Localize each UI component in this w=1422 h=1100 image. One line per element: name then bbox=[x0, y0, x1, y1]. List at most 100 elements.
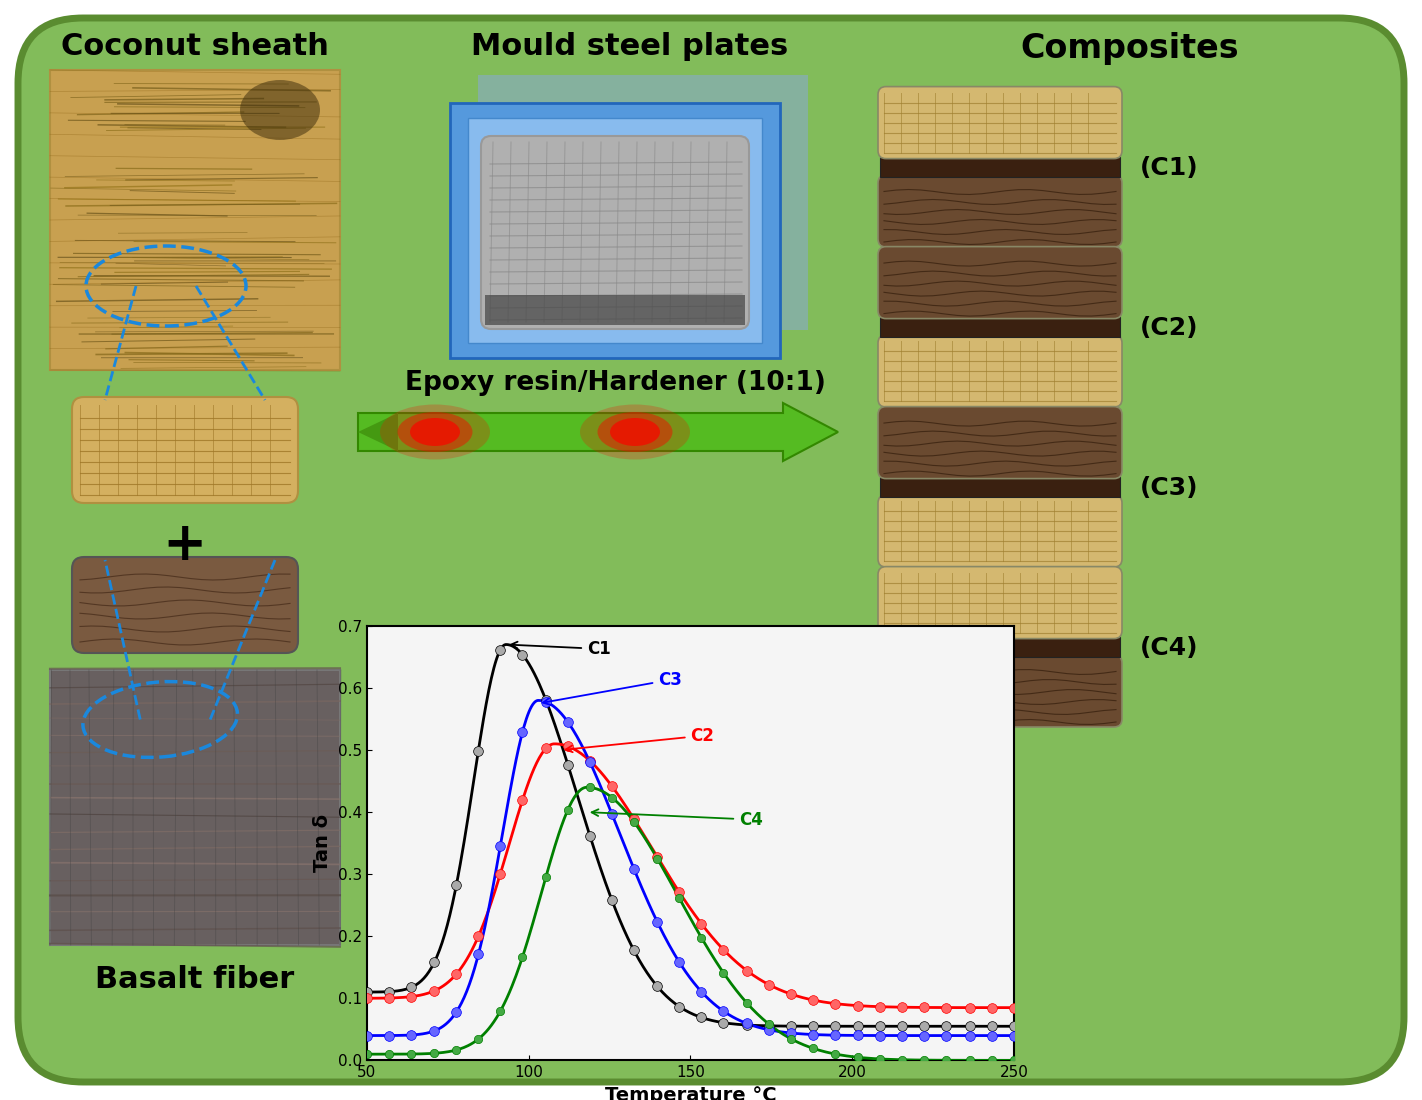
Point bbox=[466, 927, 489, 945]
Text: C4: C4 bbox=[592, 810, 762, 828]
Point bbox=[400, 988, 422, 1005]
FancyBboxPatch shape bbox=[877, 495, 1122, 566]
Point bbox=[556, 737, 579, 755]
Point bbox=[869, 1026, 892, 1044]
Point bbox=[646, 848, 668, 866]
Point bbox=[623, 813, 646, 830]
Point bbox=[1003, 1052, 1025, 1069]
Point bbox=[489, 1002, 512, 1020]
Text: Basalt fiber: Basalt fiber bbox=[95, 965, 294, 994]
Point bbox=[1003, 999, 1025, 1016]
Ellipse shape bbox=[597, 412, 673, 452]
Point bbox=[936, 1052, 958, 1069]
Point bbox=[712, 940, 735, 958]
Point bbox=[1003, 1026, 1025, 1044]
Point bbox=[892, 1050, 914, 1068]
Text: C2: C2 bbox=[566, 727, 714, 752]
FancyBboxPatch shape bbox=[877, 336, 1122, 407]
Point bbox=[690, 915, 712, 933]
Point bbox=[758, 976, 781, 993]
Point bbox=[936, 999, 958, 1016]
FancyBboxPatch shape bbox=[485, 295, 745, 324]
Point bbox=[823, 994, 846, 1012]
Point bbox=[892, 1026, 914, 1044]
Point bbox=[980, 1052, 1003, 1069]
Point bbox=[623, 860, 646, 878]
Point bbox=[913, 1026, 936, 1044]
FancyBboxPatch shape bbox=[877, 246, 1122, 319]
Point bbox=[779, 1018, 802, 1035]
Point bbox=[466, 741, 489, 759]
Ellipse shape bbox=[580, 405, 690, 460]
Point bbox=[690, 1009, 712, 1026]
Point bbox=[623, 942, 646, 959]
Point bbox=[510, 791, 533, 808]
Point bbox=[623, 811, 646, 828]
Ellipse shape bbox=[240, 80, 320, 140]
Point bbox=[356, 990, 378, 1008]
Point bbox=[400, 1026, 422, 1044]
Point bbox=[936, 1026, 958, 1044]
Point bbox=[690, 983, 712, 1001]
Text: Composites: Composites bbox=[1021, 32, 1240, 65]
Point bbox=[913, 999, 936, 1016]
Point bbox=[579, 779, 602, 796]
Point bbox=[779, 986, 802, 1003]
Point bbox=[779, 1030, 802, 1047]
FancyBboxPatch shape bbox=[50, 70, 340, 370]
FancyBboxPatch shape bbox=[468, 118, 762, 343]
Point bbox=[510, 948, 533, 966]
Point bbox=[445, 965, 468, 982]
Point bbox=[646, 913, 668, 931]
Point bbox=[378, 982, 401, 1000]
Point bbox=[378, 989, 401, 1006]
Point bbox=[600, 778, 623, 795]
Point bbox=[535, 739, 557, 757]
Point bbox=[668, 883, 691, 901]
Point bbox=[600, 805, 623, 823]
FancyBboxPatch shape bbox=[880, 156, 1121, 177]
Point bbox=[848, 997, 870, 1014]
Text: C3: C3 bbox=[543, 671, 683, 705]
FancyBboxPatch shape bbox=[877, 407, 1122, 478]
Point bbox=[556, 756, 579, 773]
Point bbox=[422, 1045, 445, 1063]
Point bbox=[600, 891, 623, 909]
Point bbox=[600, 789, 623, 806]
Point bbox=[422, 1022, 445, 1040]
Point bbox=[422, 982, 445, 1000]
Point bbox=[779, 1024, 802, 1042]
Y-axis label: Tan δ: Tan δ bbox=[313, 814, 333, 872]
Ellipse shape bbox=[610, 418, 660, 446]
Point bbox=[356, 1026, 378, 1044]
Point bbox=[892, 1018, 914, 1035]
FancyBboxPatch shape bbox=[877, 654, 1122, 727]
Point bbox=[735, 1014, 758, 1032]
Point bbox=[758, 1018, 781, 1035]
Point bbox=[958, 1052, 981, 1069]
Point bbox=[646, 850, 668, 868]
Text: Epoxy resin/Hardener (10:1): Epoxy resin/Hardener (10:1) bbox=[405, 370, 825, 396]
Point bbox=[980, 999, 1003, 1016]
Ellipse shape bbox=[410, 418, 459, 446]
FancyBboxPatch shape bbox=[880, 637, 1121, 657]
Point bbox=[535, 693, 557, 711]
Text: +: + bbox=[164, 519, 208, 571]
Text: Mould steel plates: Mould steel plates bbox=[471, 32, 789, 60]
Point bbox=[823, 1026, 846, 1044]
Text: C1: C1 bbox=[510, 640, 610, 658]
Point bbox=[510, 646, 533, 663]
Point bbox=[735, 994, 758, 1012]
FancyBboxPatch shape bbox=[877, 175, 1122, 248]
Point bbox=[466, 946, 489, 964]
Point bbox=[556, 713, 579, 730]
Point bbox=[535, 868, 557, 886]
FancyBboxPatch shape bbox=[73, 397, 299, 503]
FancyBboxPatch shape bbox=[877, 87, 1122, 158]
Point bbox=[980, 1018, 1003, 1035]
Point bbox=[758, 1021, 781, 1038]
Point bbox=[958, 999, 981, 1016]
Point bbox=[848, 1018, 870, 1035]
Text: (C2): (C2) bbox=[1140, 317, 1199, 341]
Point bbox=[400, 979, 422, 997]
